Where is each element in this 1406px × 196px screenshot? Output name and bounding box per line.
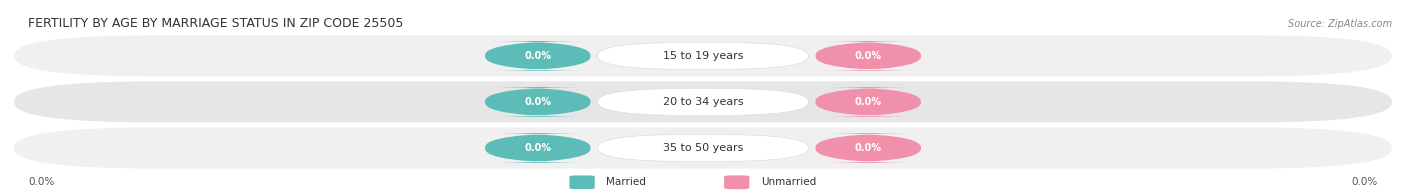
- FancyBboxPatch shape: [14, 35, 1392, 76]
- FancyBboxPatch shape: [598, 134, 808, 162]
- Text: Source: ZipAtlas.com: Source: ZipAtlas.com: [1288, 18, 1392, 29]
- Text: 0.0%: 0.0%: [855, 143, 882, 153]
- FancyBboxPatch shape: [815, 133, 921, 163]
- FancyBboxPatch shape: [598, 42, 808, 70]
- Text: 0.0%: 0.0%: [524, 51, 551, 61]
- FancyBboxPatch shape: [815, 41, 921, 71]
- Text: 0.0%: 0.0%: [855, 97, 882, 107]
- FancyBboxPatch shape: [569, 175, 595, 189]
- FancyBboxPatch shape: [485, 133, 591, 163]
- FancyBboxPatch shape: [485, 41, 591, 71]
- Text: Unmarried: Unmarried: [761, 177, 815, 187]
- Text: 0.0%: 0.0%: [1351, 177, 1378, 187]
- Text: FERTILITY BY AGE BY MARRIAGE STATUS IN ZIP CODE 25505: FERTILITY BY AGE BY MARRIAGE STATUS IN Z…: [28, 17, 404, 30]
- Text: 0.0%: 0.0%: [524, 97, 551, 107]
- Text: 0.0%: 0.0%: [28, 177, 55, 187]
- FancyBboxPatch shape: [14, 81, 1392, 122]
- FancyBboxPatch shape: [485, 87, 591, 117]
- FancyBboxPatch shape: [724, 175, 749, 189]
- Text: 15 to 19 years: 15 to 19 years: [662, 51, 744, 61]
- Text: Married: Married: [606, 177, 645, 187]
- Text: 0.0%: 0.0%: [524, 143, 551, 153]
- Text: 35 to 50 years: 35 to 50 years: [662, 143, 744, 153]
- FancyBboxPatch shape: [14, 127, 1392, 169]
- Text: 0.0%: 0.0%: [855, 51, 882, 61]
- FancyBboxPatch shape: [598, 88, 808, 116]
- Text: 20 to 34 years: 20 to 34 years: [662, 97, 744, 107]
- FancyBboxPatch shape: [815, 87, 921, 117]
